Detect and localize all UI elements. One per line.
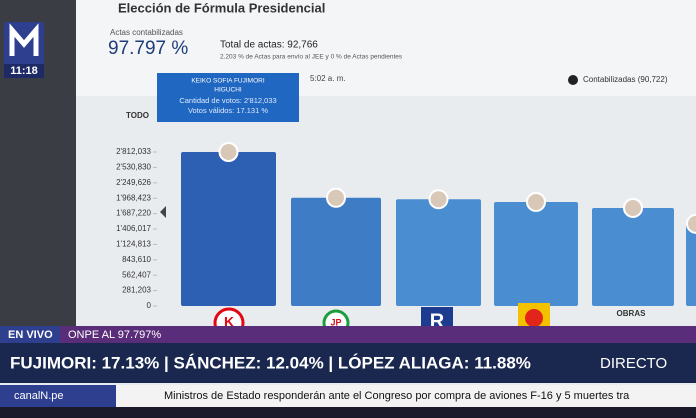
note: 2.203 % de Actas para envío al JEE y 0 %…: [220, 54, 403, 61]
time: 5:02 a. m.: [310, 74, 346, 83]
y-tick-label: 1'406,017: [116, 224, 151, 233]
channel-logo-n: [9, 23, 39, 56]
logo-sun-core: [525, 309, 543, 327]
y-tick-label: 562,407: [122, 270, 151, 279]
actas-pct: 97.797 %: [108, 38, 188, 59]
site: canalN.pe: [14, 390, 64, 402]
y-tick-label: 1'124,813: [116, 240, 151, 249]
ticker-bg: [0, 385, 696, 407]
y-tick-label: 843,610: [122, 255, 151, 264]
y-tick-label: 0: [147, 301, 152, 310]
headline: FUJIMORI: 17.13% | SÁNCHEZ: 12.04% | LÓP…: [10, 353, 531, 372]
tooltip-votes: Cantidad de votos: 2'812,033: [179, 96, 276, 105]
y-tick-label: 281,203: [122, 286, 151, 295]
tooltip-name: HIGUCHI: [214, 87, 242, 94]
directo: DIRECTO: [600, 355, 667, 372]
bar: [396, 199, 481, 306]
logo-obras: OBRAS: [617, 309, 647, 318]
bar: [291, 197, 381, 306]
screen-title: Elección de Fórmula Presidencial: [118, 0, 325, 15]
bar: [494, 201, 578, 306]
tooltip: [157, 73, 299, 122]
candidate-photo: [218, 142, 239, 162]
total: Total de actas: 92,766: [220, 40, 318, 51]
candidate-photo: [326, 187, 346, 208]
logo-jp-text: JP: [330, 317, 341, 327]
ticker: Ministros de Estado responderán ante el …: [164, 390, 630, 402]
y-tick-label: 2'812,033: [116, 147, 151, 156]
arrow-left: [160, 206, 166, 218]
actas-label: Actas contabilizadas: [110, 28, 183, 37]
candidate-photo: [623, 197, 643, 218]
chart: 0 281,203 562,407 843,610 1'124,813 1'406,017…: [116, 142, 696, 310]
live: EN VIVO: [8, 329, 53, 341]
y-tick-label: 1'968,423: [116, 193, 151, 202]
y-tick-label: 2'249,626: [116, 178, 151, 187]
onpe: ONPE AL 97.797%: [68, 329, 161, 341]
y-tick-label: 1'687,220: [116, 209, 151, 218]
legend-dot: [568, 75, 578, 85]
candidate-photo: [686, 213, 696, 234]
candidate-photo: [526, 191, 546, 212]
bar: [181, 152, 276, 306]
candidate-photo: [428, 189, 449, 210]
site-bg: [0, 385, 116, 407]
tooltip-name: KEIKO SOFIA FUJIMORI: [191, 78, 265, 85]
bar: [592, 207, 674, 306]
filter: TODO: [126, 111, 149, 120]
legend: Contabilizadas (90,722): [583, 75, 668, 84]
tooltip-valid: Votos válidos: 17.131 %: [188, 106, 268, 115]
headline-bg: [0, 343, 696, 383]
live-strip: [0, 326, 696, 343]
live-bg: [0, 326, 60, 343]
clock: 11:18: [10, 65, 38, 77]
bar: [686, 223, 696, 306]
y-tick-label: 2'530,830: [116, 163, 151, 172]
clock-bg: [4, 64, 44, 78]
bottom-bar: [0, 407, 696, 418]
logo-k-text: K: [224, 314, 234, 330]
